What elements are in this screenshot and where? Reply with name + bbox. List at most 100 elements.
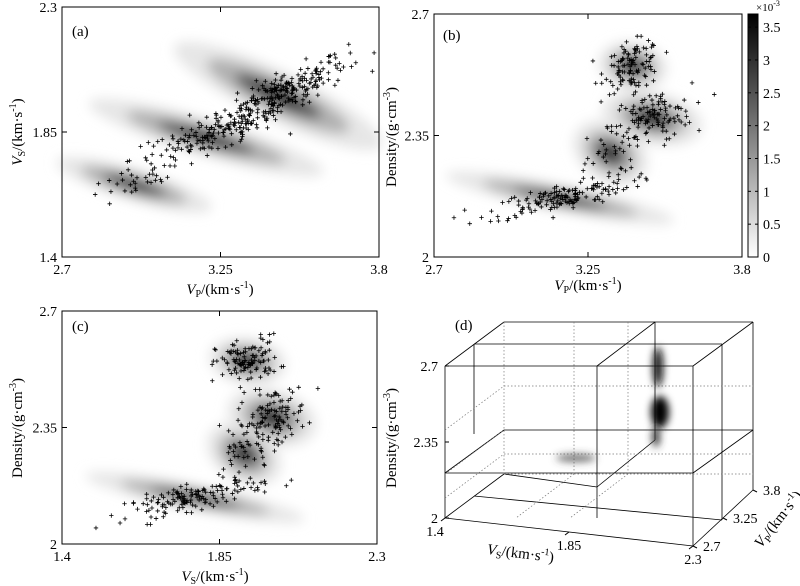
scatter-point: [229, 131, 234, 136]
scatter-point: [662, 116, 667, 121]
scatter-point: [122, 188, 128, 194]
scatter-point: [573, 197, 579, 203]
scatter-point: [599, 181, 605, 186]
scatter-point: [210, 378, 215, 383]
scatter-point: [309, 71, 315, 76]
scatter-point: [237, 376, 242, 381]
scatter-point: [199, 123, 204, 128]
scatter-point: [658, 96, 663, 101]
scatter-point: [179, 147, 184, 152]
x-axis-label: VS/(km·s-1): [181, 567, 248, 586]
scatter-point: [613, 151, 618, 156]
scatter-point: [262, 489, 267, 495]
scatter-point: [240, 134, 245, 139]
scatter-point: [652, 115, 657, 120]
scatter-point: [238, 139, 243, 144]
scatter-point: [206, 144, 212, 150]
scatter-point: [555, 198, 560, 204]
scatter-point: [300, 78, 305, 84]
scatter-point: [664, 50, 669, 55]
scatter-point: [239, 116, 244, 121]
scatter-point: [125, 159, 130, 164]
scatter-point: [224, 360, 230, 365]
scatter-point: [255, 421, 260, 427]
scatter-point: [619, 103, 624, 108]
scatter-point: [241, 362, 246, 367]
scatter-point: [284, 85, 289, 91]
scatter-point: [129, 172, 134, 178]
scatter-point: [184, 510, 189, 515]
scatter-point: [272, 82, 277, 87]
scatter-point: [187, 149, 192, 155]
scatter-point: [224, 499, 229, 504]
scatter-point: [149, 505, 155, 511]
scatter-point: [295, 418, 300, 423]
scatter-point: [283, 99, 288, 105]
scatter-point: [651, 78, 656, 83]
scatter-point: [671, 115, 677, 121]
scatter-point: [629, 76, 634, 82]
scatter-point: [648, 64, 653, 69]
scatter-point: [580, 190, 585, 195]
scatter-point: [537, 194, 542, 200]
scatter-point: [635, 124, 641, 130]
scatter-point: [243, 116, 248, 122]
scatter-point: [260, 437, 266, 442]
scatter-point: [276, 103, 282, 108]
scatter-point: [235, 489, 241, 494]
scatter-point: [648, 67, 654, 72]
scatter-point: [281, 84, 286, 89]
scatter-point: [251, 93, 256, 99]
scatter-point: [237, 105, 242, 111]
scatter-point: [621, 149, 626, 154]
scatter-point: [159, 179, 164, 184]
density-cloud: [446, 41, 703, 225]
scatter-point: [591, 187, 596, 192]
scatter-point: [626, 136, 631, 141]
scatter-point: [636, 174, 642, 180]
scatter-point: [262, 423, 268, 429]
y-tick-label: 2.35: [405, 130, 430, 145]
scatter-point: [539, 204, 544, 210]
scatter-point: [299, 402, 305, 408]
scatter-point: [298, 67, 303, 72]
scatter-point: [219, 488, 225, 493]
scatter-point: [573, 186, 578, 191]
scatter-point: [244, 430, 250, 435]
scatter-point: [648, 55, 653, 61]
scatter-point: [203, 489, 208, 495]
panel-label: (b): [443, 28, 461, 44]
scatter-point: [273, 117, 278, 122]
scatter-point: [451, 215, 457, 220]
scatter-point: [217, 423, 222, 428]
scatter-point: [171, 487, 176, 493]
scatter-point: [643, 176, 649, 181]
panel-c: 1.4 1.85 2.3 2 2.35 2.7 (c) VS/(km·s-1) Densi…: [8, 305, 386, 586]
scatter-point: [163, 505, 169, 510]
scatter-point: [335, 78, 341, 83]
scatter-point: [239, 423, 245, 429]
scatter-point: [259, 419, 265, 425]
scatter-point: [238, 385, 243, 390]
scatter-point: [267, 347, 272, 353]
scatter-point: [603, 159, 609, 164]
scatter-point: [308, 80, 314, 85]
scatter-point: [296, 81, 301, 86]
scatter-point: [284, 81, 289, 86]
scatter-point: [255, 107, 261, 112]
scatter-point: [148, 514, 154, 520]
y-tick: [752, 489, 758, 493]
scatter-point: [263, 415, 268, 420]
scatter-point: [119, 171, 124, 176]
scatter-point: [247, 113, 252, 118]
colorbar-ticks: 0 0.5 1 1.5 2 2.5 3 3.5: [748, 21, 781, 266]
scatter-point: [573, 194, 578, 199]
scatter-point: [250, 414, 255, 420]
scatter-point: [252, 456, 257, 462]
scatter-point: [244, 104, 249, 110]
scatter-point: [683, 108, 689, 114]
scatter-point: [625, 62, 631, 67]
scatter-point: [346, 42, 351, 47]
scatter-point: [632, 62, 638, 67]
colorbar-exponent: ×10-3: [756, 0, 780, 14]
